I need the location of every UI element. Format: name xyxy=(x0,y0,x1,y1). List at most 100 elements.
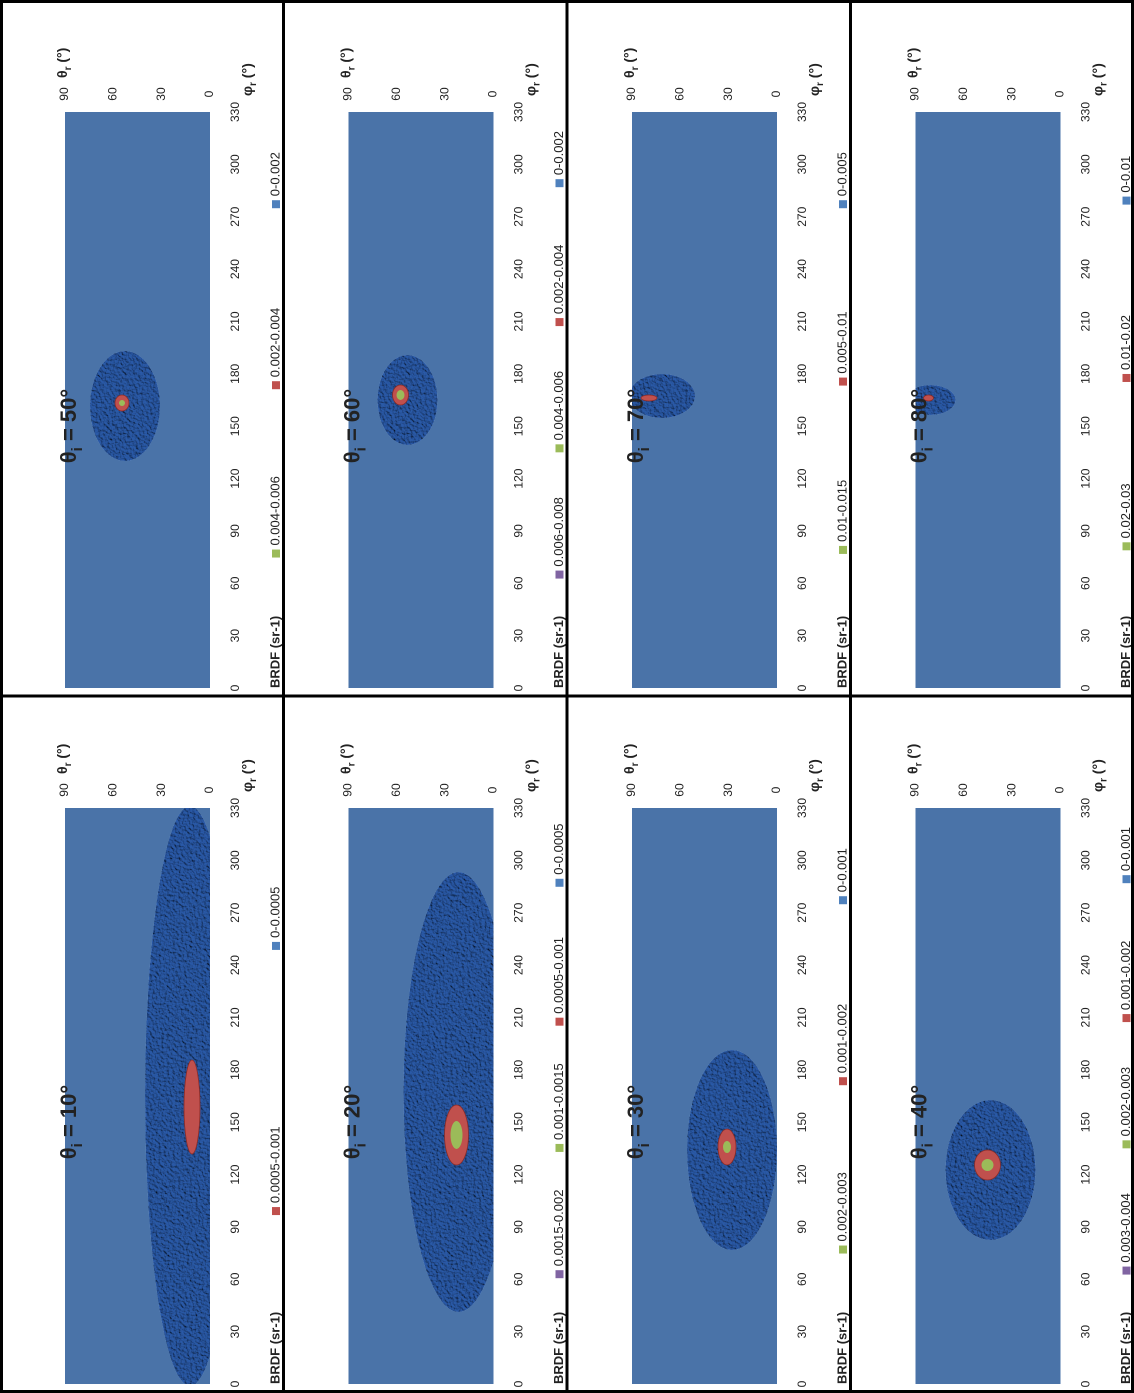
legend-swatch xyxy=(1122,196,1131,205)
x-tick-label: 270 xyxy=(228,902,242,922)
chart-title-sub: i xyxy=(636,1143,653,1147)
y-axis-label-base: θ xyxy=(337,70,353,78)
chart-title-sub: i xyxy=(920,447,937,451)
legend-label: 0.004-0.006 xyxy=(267,476,282,545)
legend-swatch xyxy=(555,444,564,453)
chart-title-sub: i xyxy=(920,1143,937,1147)
chart-panel: θi = 70°03060901201501802102402703003300… xyxy=(621,48,850,692)
x-tick-label: 150 xyxy=(1079,416,1093,436)
legend-label: 0-0.002 xyxy=(267,152,282,196)
x-tick-label: 300 xyxy=(795,154,809,174)
chart-title-rest: = 70° xyxy=(623,389,648,447)
y-tick-label: 30 xyxy=(1004,783,1018,797)
chart-title-base: θ xyxy=(339,451,364,463)
surface-core xyxy=(981,1159,994,1171)
x-tick-label: 0 xyxy=(512,1380,526,1387)
surface-haze xyxy=(632,374,695,418)
y-tick-label: 90 xyxy=(341,783,355,797)
legend-swatch xyxy=(555,1270,564,1279)
legend-swatch xyxy=(272,941,280,950)
chart-title-rest: = 60° xyxy=(339,389,364,447)
x-axis-label: φr (°) xyxy=(239,63,259,96)
x-axis-label-rest: (°) xyxy=(1089,759,1105,778)
y-tick-label: 0 xyxy=(202,90,216,97)
chart-title-base: θ xyxy=(339,1147,364,1159)
x-tick-label: 30 xyxy=(512,629,526,643)
chart-title: θi = 50° xyxy=(56,389,87,463)
x-tick-label: 60 xyxy=(795,576,809,590)
x-tick-label: 180 xyxy=(795,363,809,383)
x-tick-label: 180 xyxy=(228,363,242,383)
chart-panel: θi = 40°03060901201501802102402703003300… xyxy=(904,744,1133,1388)
y-axis-label-base: θ xyxy=(54,766,70,774)
x-tick-label: 120 xyxy=(228,1164,242,1184)
x-tick-label: 60 xyxy=(1079,576,1093,590)
legend-label: 0.006-0.008 xyxy=(551,497,566,566)
legend-swatch xyxy=(555,318,564,327)
y-axis-label-sub: r xyxy=(630,762,641,766)
y-axis-label-rest: (°) xyxy=(337,744,353,763)
y-tick-label: 0 xyxy=(1053,90,1067,97)
legend-label: 0-0.01 xyxy=(1118,156,1133,193)
y-axis-label-rest: (°) xyxy=(54,48,70,67)
x-tick-label: 240 xyxy=(228,259,242,279)
legend-label: 0.02-0.03 xyxy=(1118,483,1133,538)
chart-title: θi = 30° xyxy=(623,1085,654,1159)
chart-title: θi = 80° xyxy=(906,389,937,463)
x-axis-label: φr (°) xyxy=(239,759,259,792)
x-tick-label: 120 xyxy=(1079,1164,1093,1184)
legend-label: 0.0005-0.001 xyxy=(551,937,566,1014)
y-axis-label: θr (°) xyxy=(54,48,74,78)
chart-title-sub: i xyxy=(636,447,653,451)
y-axis-label-sub: r xyxy=(914,66,925,70)
y-tick-label: 60 xyxy=(106,783,120,797)
x-tick-label: 270 xyxy=(795,902,809,922)
legend-swatch xyxy=(1122,875,1131,884)
x-axis-label-rest: (°) xyxy=(522,63,538,82)
x-tick-label: 270 xyxy=(512,206,526,226)
x-tick-label: 300 xyxy=(795,850,809,870)
y-axis-label-sub: r xyxy=(630,66,641,70)
x-tick-label: 240 xyxy=(228,955,242,975)
legend-label: 0.0005-0.001 xyxy=(267,1126,282,1203)
legend-title: BRDF (sr-1) xyxy=(834,616,849,688)
surface-core xyxy=(119,400,125,406)
legend-swatch xyxy=(1122,542,1131,551)
x-axis-label: φr (°) xyxy=(522,63,542,96)
chart-panel: θi = 10°03060901201501802102402703003300… xyxy=(54,744,283,1388)
x-tick-label: 300 xyxy=(228,850,242,870)
x-axis-label-base: φ xyxy=(806,782,822,792)
x-axis-label-base: φ xyxy=(239,782,255,792)
x-tick-label: 240 xyxy=(512,955,526,975)
x-tick-label: 210 xyxy=(228,1007,242,1027)
legend-swatch xyxy=(1122,1266,1131,1275)
y-tick-label: 0 xyxy=(202,786,216,793)
x-tick-label: 90 xyxy=(795,524,809,538)
y-tick-label: 60 xyxy=(389,783,403,797)
chart-title-sub: i xyxy=(353,1143,370,1147)
x-axis-label: φr (°) xyxy=(806,759,826,792)
x-tick-label: 150 xyxy=(795,416,809,436)
x-tick-label: 90 xyxy=(512,524,526,538)
x-tick-label: 30 xyxy=(228,629,242,643)
plot-area xyxy=(915,112,1061,688)
chart-title-base: θ xyxy=(623,451,648,463)
y-axis-label-base: θ xyxy=(904,70,920,78)
legend-label: 0-0.001 xyxy=(834,848,849,892)
x-tick-label: 90 xyxy=(795,1220,809,1234)
y-tick-label: 30 xyxy=(437,87,451,101)
chart-title: θi = 60° xyxy=(339,389,370,463)
y-tick-label: 60 xyxy=(389,87,403,101)
legend-title: BRDF (sr-1) xyxy=(1118,1312,1133,1384)
x-axis-label: φr (°) xyxy=(1089,759,1109,792)
legend-swatch xyxy=(555,179,564,188)
y-axis-label: θr (°) xyxy=(904,744,924,774)
x-tick-label: 0 xyxy=(1079,684,1093,691)
x-tick-label: 60 xyxy=(1079,1272,1093,1286)
chart-panel: θi = 30°03060901201501802102402703003300… xyxy=(621,744,850,1388)
x-tick-label: 300 xyxy=(1079,154,1093,174)
x-tick-label: 210 xyxy=(228,311,242,331)
legend-label: 0.01-0.02 xyxy=(1118,315,1133,370)
legend-swatch xyxy=(1122,1014,1131,1023)
y-tick-label: 90 xyxy=(341,87,355,101)
